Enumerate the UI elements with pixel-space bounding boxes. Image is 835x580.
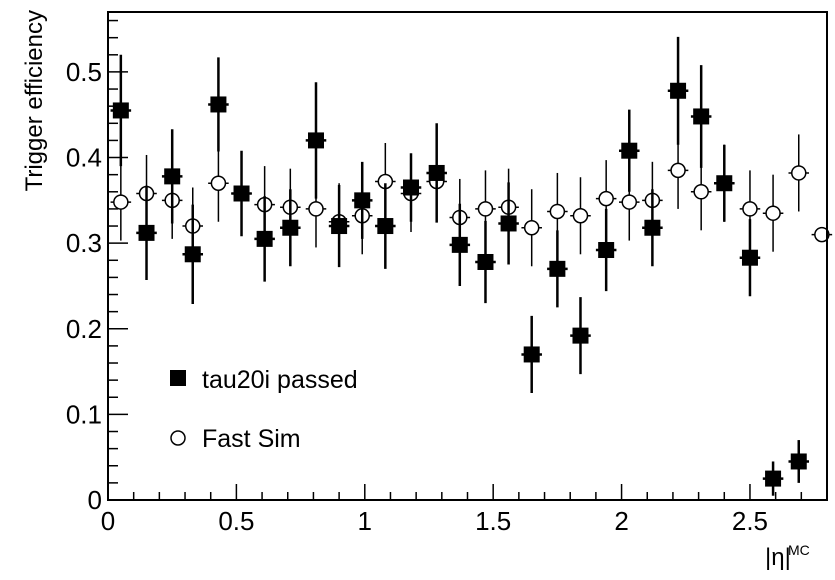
fastsim-point-marker (308, 201, 324, 217)
tau20i-point-marker (184, 246, 201, 263)
legend: tau20i passed Fast Sim (170, 366, 358, 453)
fastsim-point-marker (113, 194, 129, 210)
x-tick-label: 1.5 (475, 506, 511, 536)
legend-label-tau20i: tau20i passed (202, 366, 358, 394)
x-tick-label: 0.5 (218, 506, 254, 536)
legend-label-fastsim: Fast Sim (202, 425, 301, 453)
tau20i-point-marker (112, 102, 129, 119)
y-tick-label: 0.3 (66, 228, 102, 258)
tau20i-point-marker (716, 175, 733, 192)
fastsim-point-marker (693, 184, 709, 200)
y-tick-label: 0.1 (66, 399, 102, 429)
tau20i-point-marker (500, 215, 517, 232)
legend-marker-fastsim (170, 430, 186, 446)
tau20i-point-marker (621, 142, 638, 159)
tau20i-point-marker (354, 192, 371, 209)
x-tick-label: 2 (614, 506, 628, 536)
y-tick-label: 0.2 (66, 314, 102, 344)
y-tick-label: 0.5 (66, 57, 102, 87)
fastsim-point-marker (572, 208, 589, 224)
series-fast-sim (110, 131, 833, 267)
tau20i-point-marker (765, 470, 782, 487)
y-tick-label: 0 (88, 485, 102, 515)
tau20i-point-marker (377, 218, 394, 235)
y-axis-title: Trigger efficiency (21, 10, 48, 191)
tau20i-point-marker (790, 453, 807, 470)
fastsim-point-marker (742, 201, 758, 217)
fastsim-point-marker (814, 226, 830, 243)
tau20i-point-marker (523, 346, 540, 363)
tau20i-point-marker (741, 249, 758, 266)
axes: 0 0.5 1 1.5 2 2.5 0 0.1 0.2 0.3 0.4 0.5 (66, 19, 828, 536)
tau20i-point-marker (331, 218, 348, 235)
tau20i-point-marker (403, 179, 420, 196)
fastsim-point-marker (549, 203, 566, 220)
tau20i-point-marker (477, 253, 494, 270)
tau20i-point-marker (282, 219, 299, 236)
plot-content (110, 36, 833, 496)
fastsim-point-marker (523, 219, 540, 236)
legend-marker-tau20i (170, 370, 186, 386)
tau20i-point-marker (164, 168, 181, 185)
tau20i-point-marker (428, 164, 445, 181)
tau20i-point-marker (549, 260, 566, 277)
tau20i-point-marker (307, 132, 324, 149)
fastsim-point-marker (765, 205, 781, 221)
fastsim-point-marker (791, 165, 807, 181)
x-tick-label: 0 (101, 506, 115, 536)
tau20i-point-marker (256, 230, 273, 247)
tau20i-point-marker (644, 219, 661, 236)
tau20i-point-marker (451, 236, 468, 253)
tau20i-point-marker (572, 327, 589, 344)
fastsim-point-marker (477, 201, 494, 217)
fastsim-point-marker (598, 190, 614, 207)
x-tick-label: 1 (358, 506, 372, 536)
tau20i-point-marker (670, 82, 687, 99)
fastsim-point-marker (670, 162, 686, 179)
x-axis-title-superscript: MC (788, 542, 810, 558)
y-tick-label: 0.4 (66, 143, 102, 173)
series-tau20i-passed (110, 36, 810, 496)
tau20i-point-marker (210, 96, 227, 113)
x-tick-label: 2.5 (732, 506, 768, 536)
fastsim-point-marker (210, 175, 227, 191)
tau20i-point-marker (598, 242, 615, 259)
tau20i-point-marker (233, 185, 250, 202)
fastsim-point-marker (621, 194, 638, 210)
tau20i-point-marker (693, 108, 710, 125)
tau20i-point-marker (138, 224, 155, 241)
x-axis-title: |η| (765, 544, 791, 571)
